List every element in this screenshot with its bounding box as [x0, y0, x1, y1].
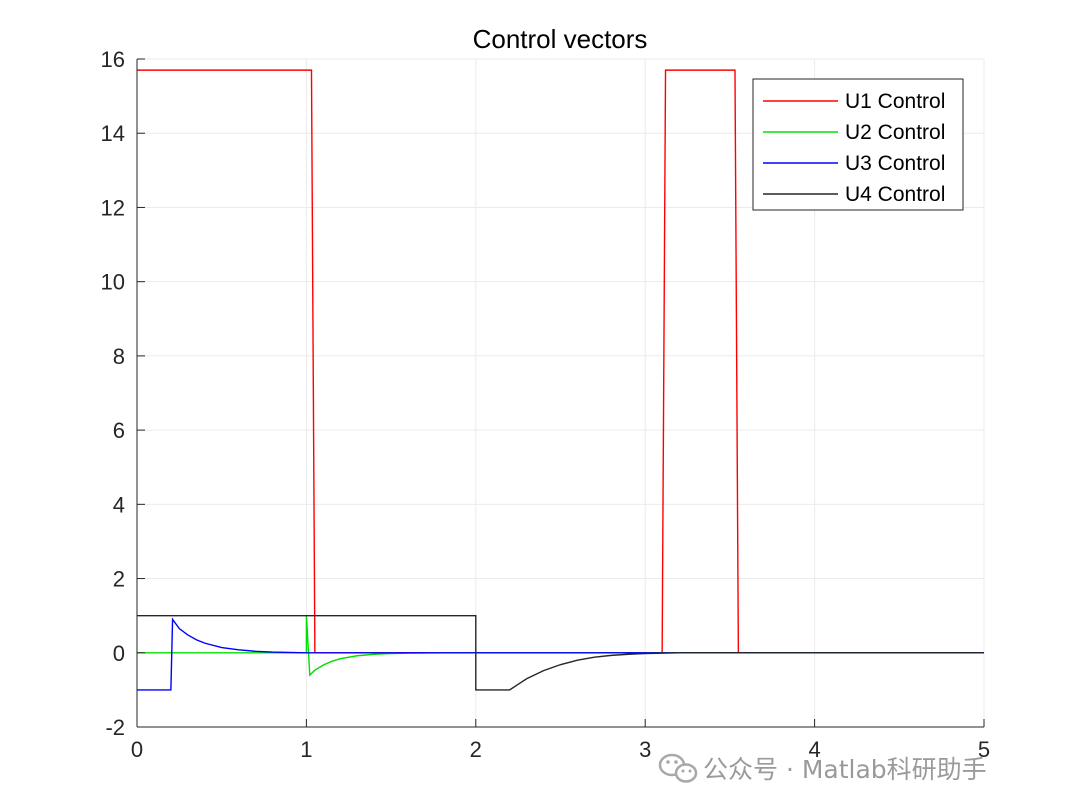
y-tick-label: 8 — [113, 344, 125, 369]
series-lines — [137, 69, 984, 691]
y-tick-label: 6 — [113, 418, 125, 443]
x-tick-label: 0 — [131, 737, 143, 762]
y-tick-label: 16 — [101, 47, 125, 72]
y-tick-label: 4 — [113, 492, 125, 517]
legend-label-u4: U4 Control — [845, 183, 945, 206]
watermark-text: 公众号 · Matlab科研助手 — [703, 755, 987, 784]
y-tick-label: 10 — [101, 270, 125, 295]
y-tick-label: -2 — [105, 715, 125, 740]
legend: U1 Control U2 Control U3 Control U4 Control — [752, 78, 964, 211]
y-tick-label: 2 — [113, 567, 125, 592]
series-line-u3 — [137, 617, 984, 691]
legend-label-u3: U3 Control — [845, 152, 945, 175]
x-tick-label: 5 — [978, 737, 990, 762]
chart-title: Control vectors — [473, 24, 648, 54]
legend-label-u1: U1 Control — [845, 90, 945, 113]
y-tick-label: 12 — [101, 195, 125, 220]
wechat-icon — [658, 753, 698, 783]
x-tick-label: 4 — [808, 737, 820, 762]
series-line-u4 — [137, 614, 984, 691]
x-tick-label: 1 — [300, 737, 312, 762]
axes — [136, 58, 985, 728]
watermark: 公众号 · Matlab科研助手 — [658, 753, 987, 784]
y-tick-label: 0 — [113, 641, 125, 666]
x-tick-label: 3 — [639, 737, 651, 762]
legend-label-u2: U2 Control — [845, 121, 945, 144]
y-tick-label: 14 — [101, 121, 125, 146]
x-tick-label: 2 — [470, 737, 482, 762]
series-line-u1 — [137, 69, 984, 654]
